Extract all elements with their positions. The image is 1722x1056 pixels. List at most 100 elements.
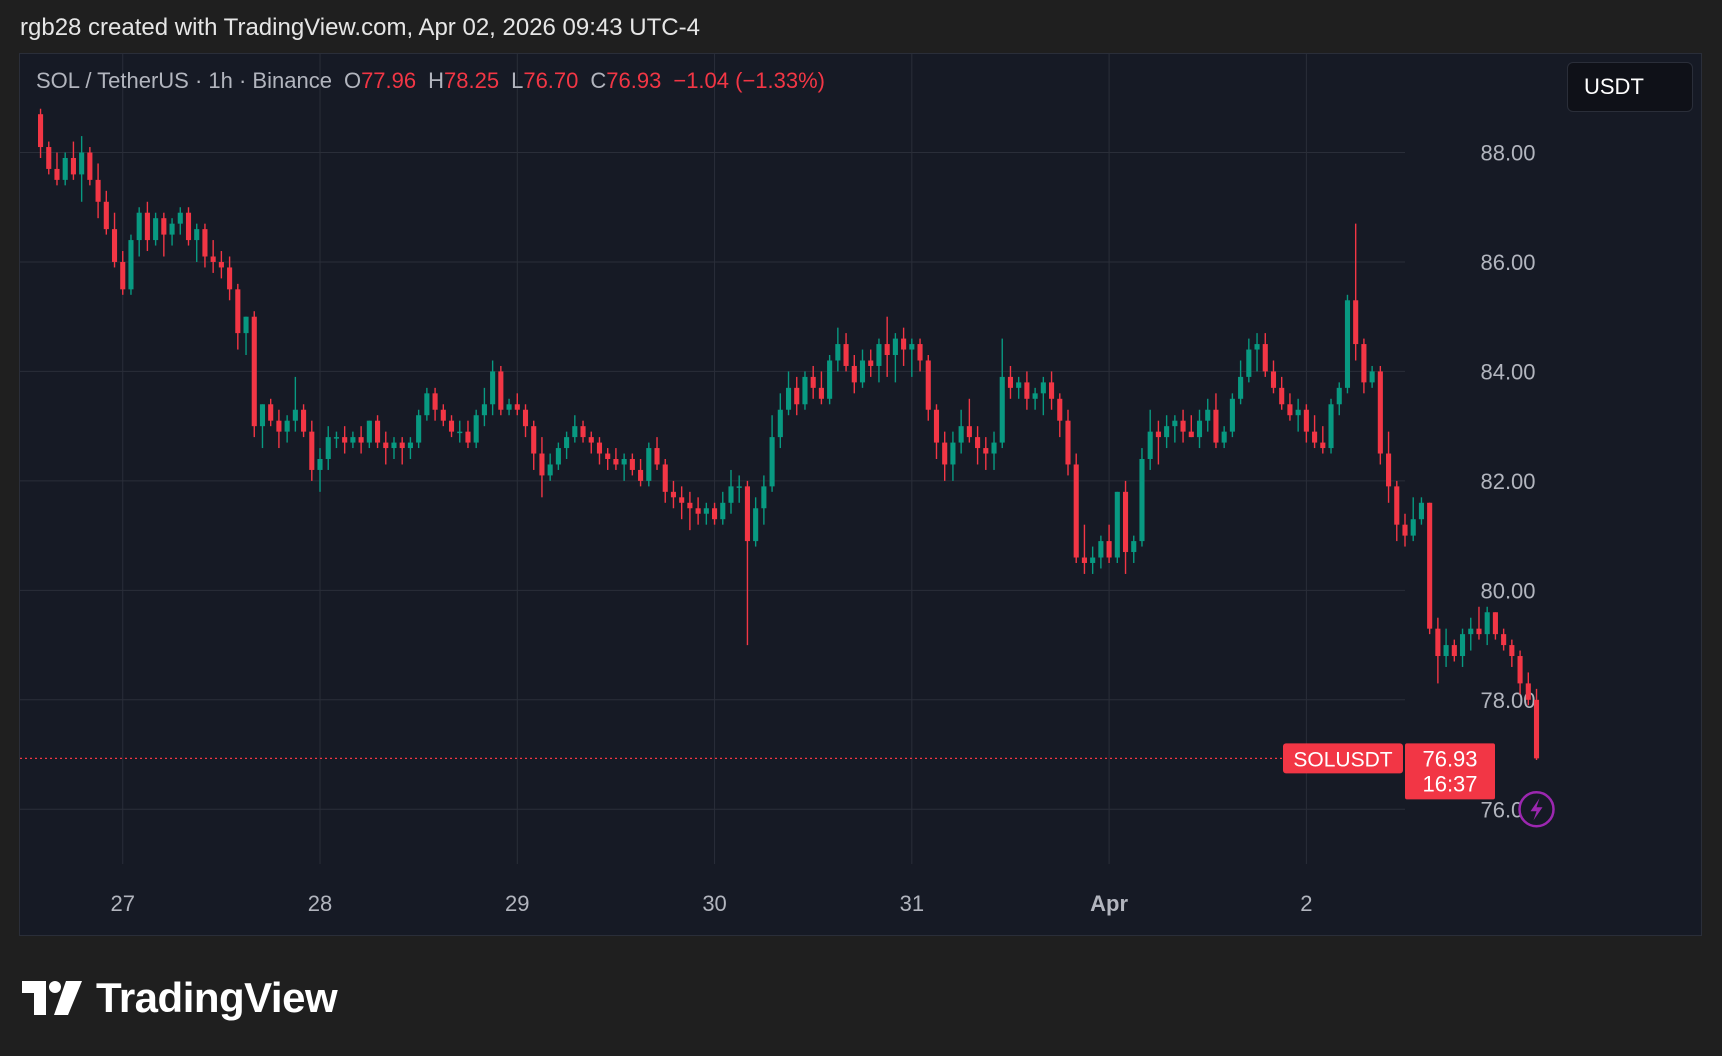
tradingview-brand-text: TradingView	[96, 974, 338, 1021]
candle-body	[333, 437, 340, 439]
candle-body	[1369, 371, 1375, 383]
candle-body	[1336, 387, 1342, 405]
candle-body	[292, 409, 298, 421]
y-tick-label: 86.00	[1480, 250, 1535, 275]
candle-body	[1525, 683, 1531, 700]
candle-body	[1254, 344, 1260, 350]
legend-open: O 77.96	[343, 68, 417, 93]
candle-body	[128, 240, 134, 290]
candle-body	[761, 486, 767, 509]
candle-body	[802, 376, 808, 405]
candle-body	[1246, 349, 1252, 377]
candle-body	[38, 114, 44, 148]
symbol-tag-label: SOLUSDT	[1293, 748, 1392, 771]
candle-body	[794, 387, 800, 405]
candle-body	[342, 437, 348, 443]
chart-legend: SOL / TetherUS · 1h · Binance O 77.96 H 78…	[36, 68, 825, 94]
candle-body	[539, 453, 545, 476]
candle-body	[1024, 382, 1030, 399]
candle-body	[547, 464, 553, 476]
candle-body	[1410, 519, 1416, 536]
candle-body	[457, 431, 463, 434]
candle-body	[62, 157, 68, 180]
candle-body	[1312, 431, 1318, 443]
candle-body	[375, 420, 381, 443]
candle-body	[1188, 431, 1194, 438]
candle-body	[1287, 404, 1293, 416]
candle-body	[818, 387, 824, 399]
candle-body	[1238, 376, 1244, 399]
candle-body	[999, 376, 1005, 443]
candle-body	[1295, 409, 1301, 416]
candle-body	[473, 415, 479, 443]
candle-body	[1040, 382, 1046, 394]
candle-body	[859, 360, 866, 383]
candle-body	[925, 360, 931, 410]
candle-body	[1468, 628, 1474, 635]
candle-body	[1501, 634, 1507, 646]
lightning-alert-icon[interactable]	[1518, 791, 1555, 828]
candle-body	[1172, 420, 1178, 427]
candle-body	[111, 229, 118, 262]
candle-body	[1533, 699, 1540, 759]
candle-body	[933, 409, 940, 443]
candle-body	[1016, 382, 1022, 388]
candle-body	[325, 437, 331, 459]
candle-body	[1180, 420, 1186, 432]
candle-body	[621, 459, 627, 465]
candle-body	[490, 371, 496, 405]
candle-body	[1221, 431, 1227, 443]
candle-body	[358, 437, 364, 443]
candle-body	[975, 437, 981, 449]
candle-body	[309, 431, 315, 470]
attribution-text: rgb28 created with TradingView.com, Apr …	[20, 14, 700, 41]
candle-body	[942, 442, 948, 465]
candle-body	[448, 420, 455, 432]
candle-body	[654, 448, 660, 465]
candle-body	[1090, 557, 1096, 563]
candle-body	[679, 497, 685, 503]
candle-body	[103, 201, 109, 230]
y-tick-label: 88.00	[1480, 141, 1535, 166]
candle-body	[1386, 453, 1392, 487]
candle-body	[161, 218, 167, 235]
candle-body	[218, 261, 224, 268]
candle-body	[251, 316, 257, 427]
currency-button[interactable]: USDT	[1567, 62, 1693, 112]
candle-body	[991, 442, 997, 454]
candle-body	[876, 344, 882, 366]
candle-body	[744, 486, 750, 542]
chart-panel[interactable]: 88.00 86.00 84.00 82.00 80.00 78.00 76.00 27 28 2…	[19, 53, 1702, 936]
candle-body	[1484, 612, 1490, 635]
candle-body	[1147, 431, 1153, 459]
candle-body	[596, 442, 603, 454]
candle-body	[720, 502, 726, 520]
candle-body	[1164, 426, 1170, 438]
candle-body	[572, 426, 578, 438]
candle-body	[268, 404, 274, 421]
candle-body	[1196, 420, 1203, 438]
candle-body	[465, 431, 471, 443]
candle-body	[1270, 371, 1277, 388]
candle-body	[440, 409, 446, 421]
candle-body	[1098, 541, 1104, 558]
candle-body	[1492, 612, 1498, 635]
y-tick-label: 80.00	[1480, 578, 1535, 603]
candle-body	[1303, 409, 1309, 432]
candle-body	[1517, 656, 1523, 684]
tradingview-logo[interactable]: TradingView	[22, 974, 338, 1022]
candle-body	[522, 409, 529, 427]
candle-body	[695, 508, 701, 514]
candle-body	[605, 453, 611, 459]
y-tick-label: 84.00	[1480, 359, 1535, 384]
candle-body	[210, 256, 216, 262]
candle-body	[284, 420, 290, 432]
candle-body	[851, 365, 857, 383]
candle-body	[1106, 541, 1112, 558]
candle-body	[177, 212, 183, 224]
candle-body	[498, 371, 504, 410]
candle-body	[227, 267, 233, 290]
candle-body	[1057, 398, 1063, 421]
candle-body	[884, 344, 890, 356]
